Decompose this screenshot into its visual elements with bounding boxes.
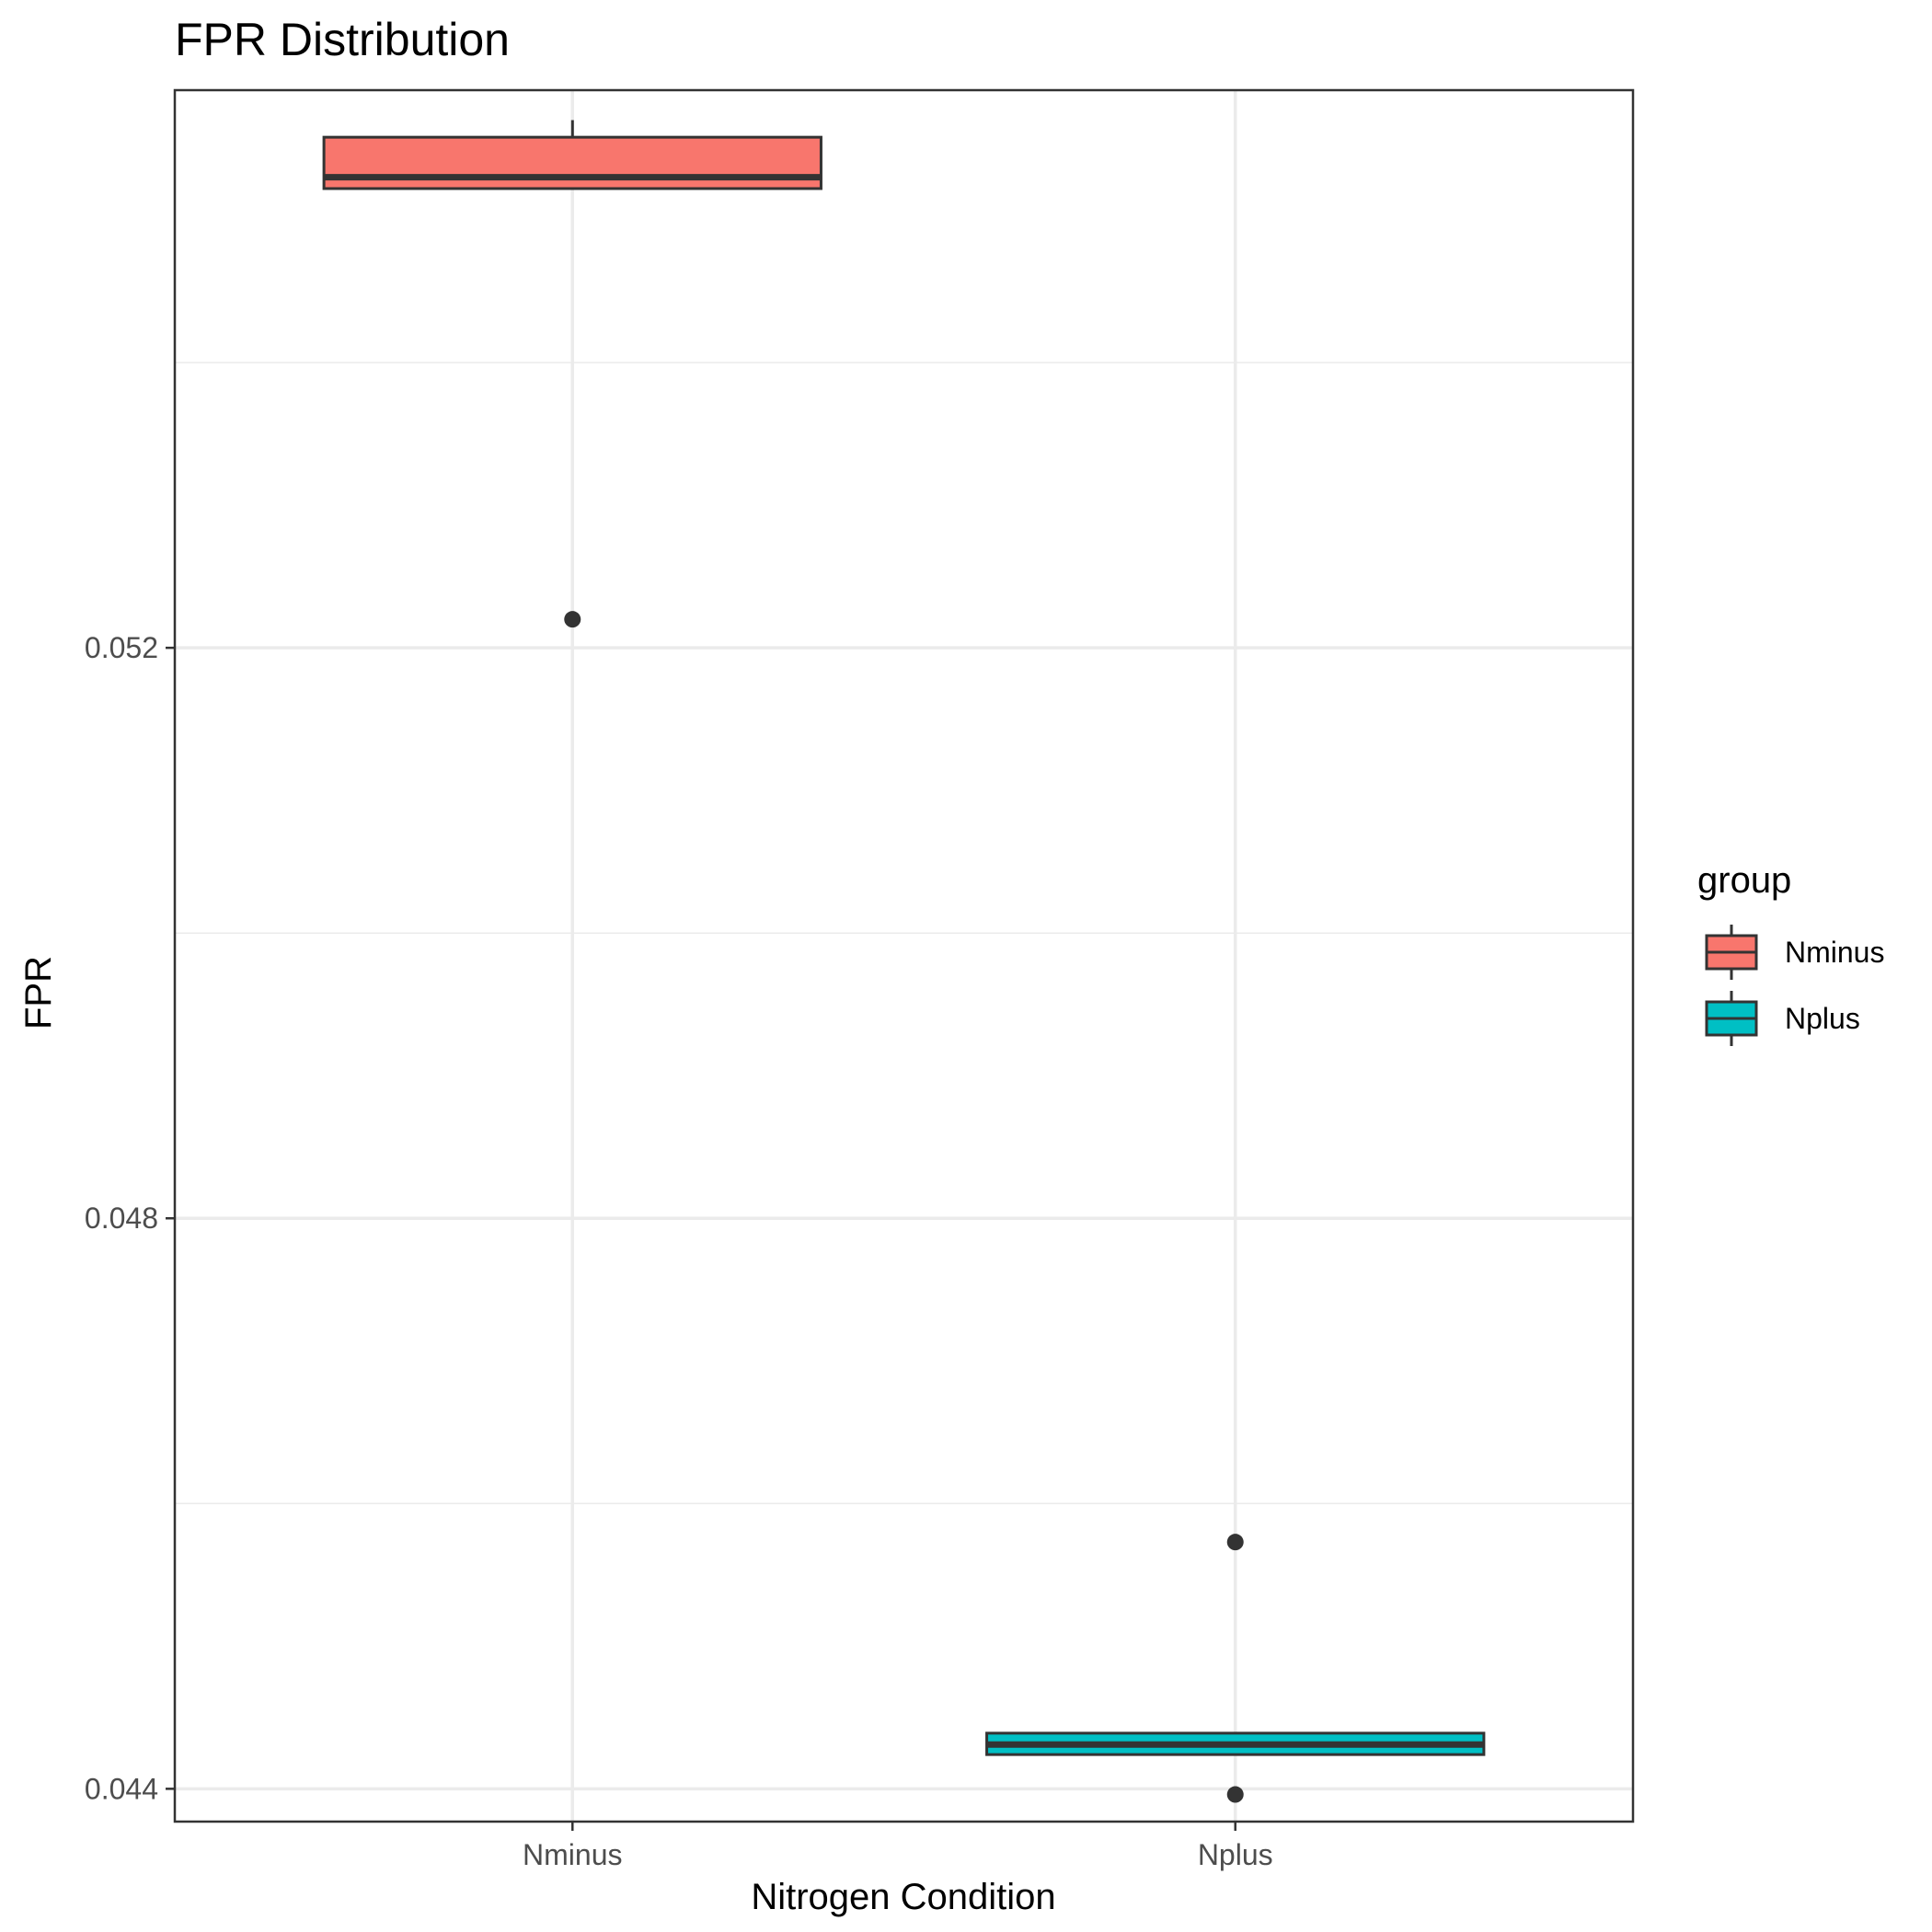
x-tick-label: Nplus <box>1198 1838 1273 1871</box>
chart-title: FPR Distribution <box>175 14 510 65</box>
box-nminus <box>322 120 822 628</box>
y-tick-label: 0.044 <box>85 1772 158 1805</box>
outlier-point <box>564 611 581 628</box>
legend-label: Nminus <box>1785 936 1884 969</box>
legend-item-nplus: Nplus <box>1705 991 1860 1046</box>
x-axis-title: Nitrogen Condition <box>751 1877 1055 1917</box>
outlier-point <box>1226 1786 1244 1803</box>
y-tick-label: 0.048 <box>85 1202 158 1235</box>
panel-background <box>175 90 1633 1822</box>
y-tick-label: 0.052 <box>85 631 158 664</box>
plot-area: 0.044 0.048 0.052 Nminus Nplus <box>85 88 1635 1871</box>
x-tick-label: Nminus <box>523 1838 622 1871</box>
y-axis-title: FPR <box>18 956 59 1029</box>
legend-title: group <box>1697 860 1791 901</box>
legend-item-nminus: Nminus <box>1705 925 1884 980</box>
legend-label: Nplus <box>1785 1002 1860 1035</box>
panel-border <box>173 88 1635 1823</box>
legend: group Nminus Nplus <box>1697 860 1884 1046</box>
box-iqr <box>322 135 822 190</box>
outlier-point <box>1226 1534 1244 1551</box>
box-nplus <box>985 1534 1486 1803</box>
